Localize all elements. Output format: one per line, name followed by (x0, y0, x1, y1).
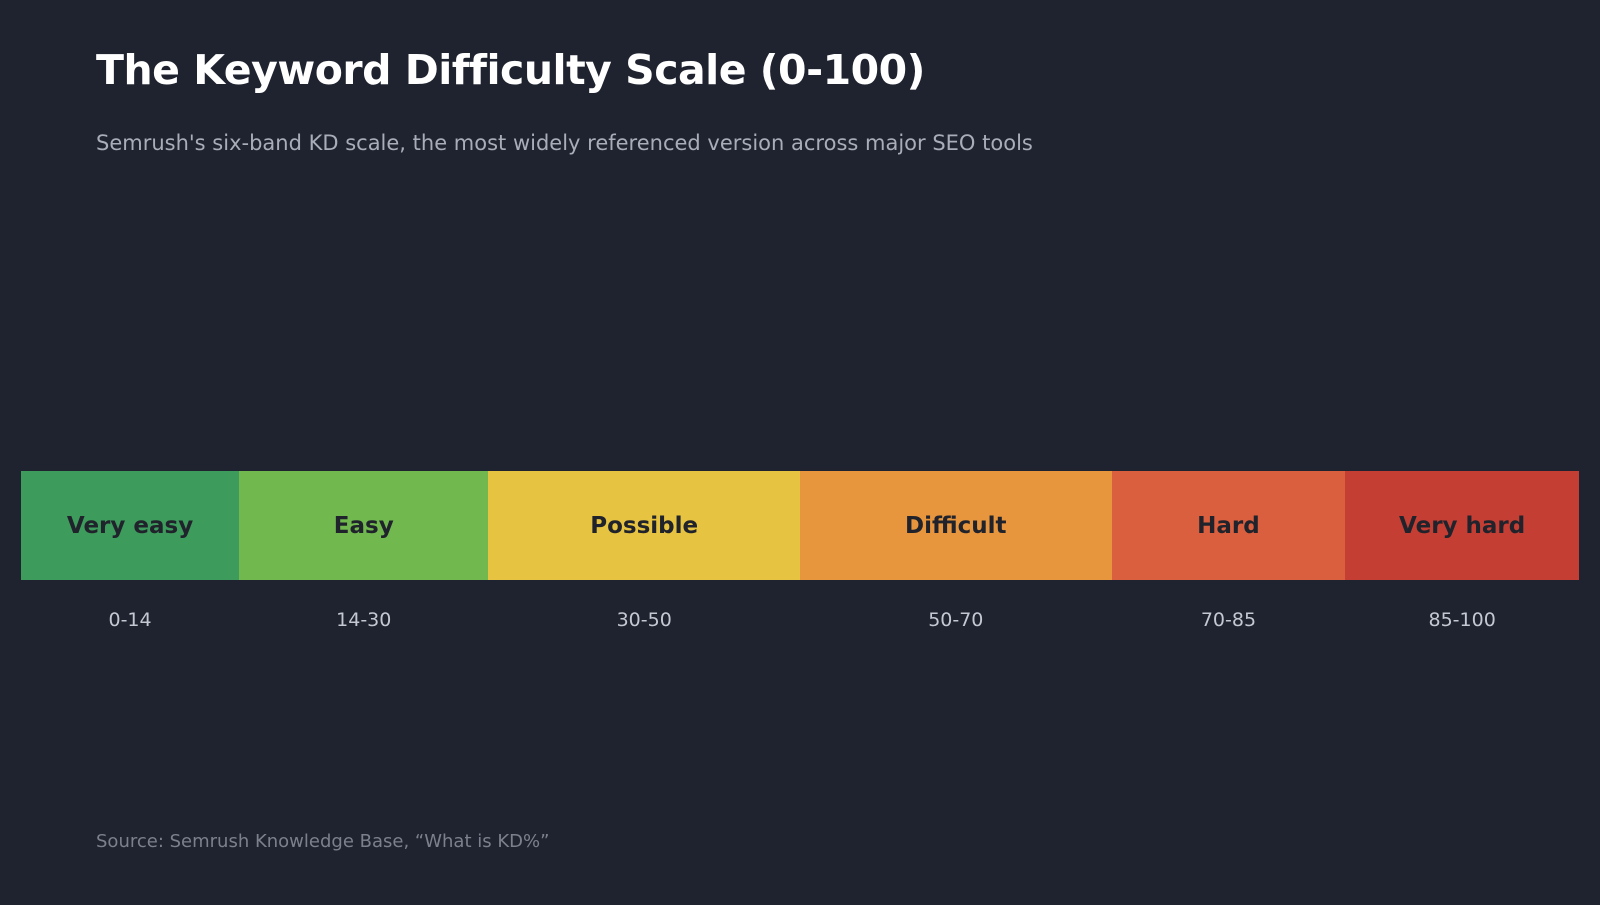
band-difficult: Difficult (800, 471, 1112, 580)
difficulty-scale-bar: Very easy Easy Possible Difficult Hard Very h… (21, 471, 1579, 580)
band-range-label: 0-14 (108, 609, 152, 631)
source-note: Source: Semrush Knowledge Base, “What is… (96, 831, 550, 852)
band-range-label: 85-100 (1428, 609, 1496, 631)
band-range-label: 14-30 (336, 609, 392, 631)
band-label: Very hard (1399, 512, 1526, 539)
chart-title: The Keyword Difficulty Scale (0-100) (96, 46, 925, 94)
band-possible: Possible (488, 471, 800, 580)
band-range-label: 50-70 (928, 609, 984, 631)
band-label: Very easy (66, 512, 194, 539)
band-label: Possible (590, 512, 699, 539)
band-label: Easy (333, 512, 394, 539)
band-very-hard: Very hard (1345, 471, 1579, 580)
band-very-easy: Very easy (21, 471, 240, 580)
band-label: Difficult (905, 512, 1007, 539)
band-easy: Easy (239, 471, 489, 580)
band-label: Hard (1197, 512, 1260, 539)
chart-subtitle: Semrush's six-band KD scale, the most wi… (96, 131, 1033, 155)
band-range-label: 30-50 (616, 609, 672, 631)
band-hard: Hard (1111, 471, 1346, 580)
band-range-label: 70-85 (1200, 609, 1257, 631)
